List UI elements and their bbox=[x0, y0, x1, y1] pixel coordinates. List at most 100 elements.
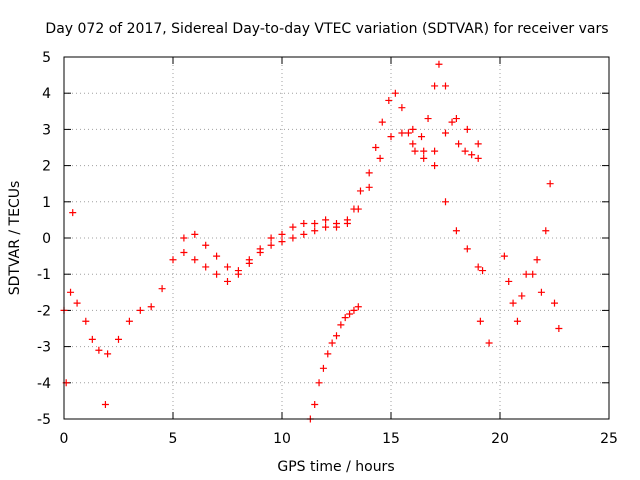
data-point bbox=[551, 299, 558, 307]
grid-lines bbox=[64, 57, 609, 419]
data-point bbox=[315, 379, 323, 387]
data-point bbox=[542, 227, 550, 235]
data-point bbox=[404, 129, 412, 137]
data-point bbox=[411, 147, 419, 155]
y-tick-label: 4 bbox=[42, 86, 51, 102]
data-point bbox=[452, 227, 460, 235]
y-tick-label: -1 bbox=[37, 267, 51, 283]
data-point bbox=[509, 299, 517, 307]
y-tick-label: 5 bbox=[42, 50, 51, 66]
data-point bbox=[435, 60, 443, 68]
data-point bbox=[289, 234, 297, 242]
data-point bbox=[300, 220, 308, 228]
y-tick-label: 0 bbox=[42, 231, 51, 247]
data-point bbox=[333, 220, 340, 228]
data-point bbox=[431, 82, 439, 90]
data-point bbox=[95, 346, 103, 354]
x-tick-label: 10 bbox=[273, 431, 291, 447]
data-point bbox=[322, 223, 330, 231]
series-main-trend bbox=[60, 60, 482, 358]
data-point bbox=[324, 350, 332, 358]
y-tick-label: 1 bbox=[42, 195, 51, 211]
data-point bbox=[442, 82, 449, 90]
data-point bbox=[391, 89, 399, 97]
data-point bbox=[213, 270, 221, 278]
data-point bbox=[346, 310, 354, 318]
chart-title: Day 072 of 2017, Sidereal Day-to-day VTE… bbox=[45, 21, 608, 37]
data-point bbox=[341, 314, 349, 322]
data-point bbox=[191, 230, 199, 238]
data-point bbox=[385, 96, 393, 104]
data-point bbox=[398, 129, 406, 137]
data-point bbox=[418, 133, 426, 141]
data-point bbox=[455, 140, 463, 148]
data-point bbox=[365, 183, 373, 191]
data-point bbox=[202, 263, 210, 271]
data-point bbox=[463, 125, 471, 133]
data-point bbox=[278, 238, 286, 246]
data-point bbox=[513, 317, 521, 325]
data-point bbox=[409, 140, 417, 148]
x-tick-label: 20 bbox=[491, 431, 509, 447]
data-point bbox=[180, 234, 188, 242]
data-point bbox=[322, 216, 330, 224]
data-point bbox=[442, 198, 449, 206]
data-point bbox=[546, 180, 554, 188]
y-tick-label: -4 bbox=[37, 376, 51, 392]
data-point bbox=[101, 401, 109, 409]
data-point bbox=[343, 216, 351, 224]
data-point bbox=[115, 335, 122, 343]
data-point bbox=[420, 154, 428, 162]
series-lower-branch bbox=[409, 125, 487, 275]
data-point bbox=[88, 335, 96, 343]
data-point bbox=[420, 147, 428, 155]
data-point bbox=[213, 252, 221, 260]
series-upper-branch bbox=[180, 115, 482, 275]
y-tick-label: -2 bbox=[37, 303, 51, 319]
data-point bbox=[555, 325, 563, 332]
data-point bbox=[476, 317, 484, 325]
y-tick-label: -5 bbox=[37, 412, 51, 428]
data-point bbox=[431, 147, 439, 155]
data-point bbox=[267, 234, 275, 242]
x-axis-label: GPS time / hours bbox=[277, 459, 394, 475]
x-tick-label: 5 bbox=[169, 431, 178, 447]
x-tick-label: 15 bbox=[382, 431, 400, 447]
data-point bbox=[442, 129, 449, 137]
data-point bbox=[533, 256, 541, 264]
data-point bbox=[147, 303, 155, 311]
data-point bbox=[376, 154, 384, 162]
data-point bbox=[474, 263, 482, 271]
data-point bbox=[67, 288, 75, 296]
data-points bbox=[60, 60, 563, 423]
data-point bbox=[245, 256, 253, 264]
data-point bbox=[69, 209, 77, 217]
data-point bbox=[452, 115, 460, 123]
series-low-arc bbox=[306, 303, 362, 423]
data-point bbox=[180, 248, 188, 256]
data-point bbox=[267, 241, 275, 249]
data-point bbox=[319, 364, 327, 372]
data-point bbox=[461, 147, 469, 155]
data-point bbox=[73, 299, 81, 307]
data-point bbox=[300, 230, 308, 238]
data-point bbox=[485, 339, 493, 347]
data-point bbox=[289, 223, 297, 231]
data-point bbox=[202, 241, 210, 249]
data-point bbox=[505, 277, 513, 285]
data-point bbox=[136, 306, 144, 314]
data-point bbox=[500, 252, 508, 260]
data-point bbox=[328, 339, 336, 347]
data-point bbox=[463, 245, 471, 253]
data-point bbox=[158, 285, 166, 293]
data-point bbox=[409, 125, 417, 133]
data-point bbox=[431, 162, 439, 170]
y-axis-label: SDTVAR / TECUs bbox=[7, 181, 23, 296]
series-late-group-B bbox=[529, 180, 563, 332]
plot-frame bbox=[63, 56, 610, 420]
data-point bbox=[354, 205, 362, 213]
data-point bbox=[356, 187, 364, 195]
data-point bbox=[378, 118, 386, 126]
data-point bbox=[387, 133, 395, 141]
